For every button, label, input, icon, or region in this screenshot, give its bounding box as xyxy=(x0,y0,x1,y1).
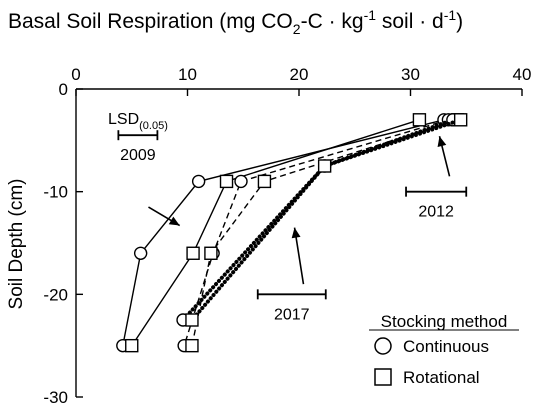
lsd-bar-2009: 2009 xyxy=(117,130,159,164)
lsd-bar-2017: 2017 xyxy=(256,289,327,323)
data-point-square xyxy=(219,174,234,189)
series-line xyxy=(191,119,458,346)
data-point-circle xyxy=(191,174,206,189)
title-lead: Basal Soil Respiration (mg CO xyxy=(8,10,293,33)
data-point-square xyxy=(125,338,139,353)
legend-marker-square xyxy=(374,368,392,386)
lsd-label: LSD(0.05) xyxy=(108,111,168,132)
series-line xyxy=(183,119,449,346)
series-2009-rotational xyxy=(125,113,427,353)
y-tick-label: -30 xyxy=(43,388,68,407)
title-tail: ) xyxy=(456,10,463,33)
lsd-bar-year-label: 2012 xyxy=(418,204,454,221)
title-sup-1: -1 xyxy=(364,7,377,23)
lsd-bar-2012: 2012 xyxy=(405,186,468,221)
annotations-layer: LSD(0.05) 2009 2012 2017 xyxy=(108,111,468,323)
series-layer xyxy=(116,113,468,353)
legend-label: Continuous xyxy=(403,337,489,356)
data-point-circle xyxy=(133,246,148,260)
arrow-head xyxy=(168,216,180,226)
arrow-head xyxy=(291,227,301,239)
series-line xyxy=(181,117,455,322)
y-tick-label: -20 xyxy=(43,285,68,304)
title-sub-2: 2 xyxy=(293,21,301,37)
title-mid: -C · kg xyxy=(301,10,364,33)
arrow-head xyxy=(437,136,447,148)
lsd-bar-year-label: 2017 xyxy=(274,306,310,323)
title-sup-2: -1 xyxy=(444,7,457,23)
x-tick-label: 20 xyxy=(290,65,309,84)
data-point-square xyxy=(317,159,332,173)
data-point-square xyxy=(257,174,272,189)
y-tick-label: -10 xyxy=(43,183,68,202)
series-2017-rotational xyxy=(185,113,468,327)
legend-marker-circle xyxy=(374,337,392,355)
arrow-2012 xyxy=(437,136,451,177)
data-point-square xyxy=(185,338,199,353)
legend-title: Stocking method xyxy=(381,312,508,331)
y-axis-label: Soil Depth (cm) xyxy=(6,179,27,310)
arrow-2009 xyxy=(148,206,181,227)
x-tick-label: 0 xyxy=(71,65,80,84)
x-tick-label: 10 xyxy=(178,65,197,84)
data-point-square xyxy=(453,113,468,127)
x-tick-label: 30 xyxy=(401,65,420,84)
chart-title: Basal Soil Respiration (mg CO2-C · kg-1 … xyxy=(8,7,463,37)
title-mid2: soil · d xyxy=(376,10,444,33)
legend: Stocking method Continuous Rotational xyxy=(369,312,519,387)
arrow-2017 xyxy=(291,227,305,285)
axes: 0 10 20 30 40 0 -10 -20 -30 xyxy=(43,65,531,407)
legend-item-continuous: Continuous xyxy=(374,337,489,356)
data-point-circle xyxy=(234,174,248,189)
data-point-square xyxy=(185,313,199,327)
data-point-square xyxy=(186,246,200,260)
legend-label: Rotational xyxy=(403,368,480,387)
data-point-square xyxy=(412,113,427,127)
data-point-square xyxy=(204,246,218,260)
lsd-bar-year-label: 2009 xyxy=(120,147,156,164)
x-tick-label: 40 xyxy=(513,65,532,84)
series-line xyxy=(131,119,420,347)
legend-item-rotational: Rotational xyxy=(374,368,480,387)
y-tick-label: 0 xyxy=(59,80,68,99)
